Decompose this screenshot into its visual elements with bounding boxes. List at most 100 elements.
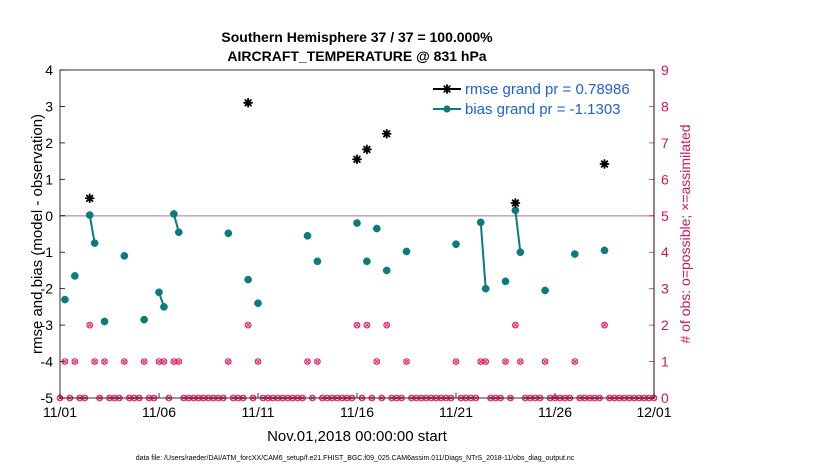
bias-point bbox=[481, 284, 490, 293]
y-left-tick-label: 3 bbox=[45, 98, 53, 114]
nobs-assimilated-marker bbox=[517, 358, 524, 365]
nobs-possible-marker bbox=[571, 358, 579, 365]
nobs-possible-marker bbox=[541, 358, 549, 365]
bias-point bbox=[402, 247, 411, 256]
nobs-assimilated-marker bbox=[403, 358, 410, 365]
bias-point bbox=[85, 211, 94, 219]
bias-point bbox=[313, 257, 322, 266]
nobs-assimilated-marker bbox=[141, 358, 147, 365]
bias-point bbox=[372, 224, 381, 233]
bias-point bbox=[100, 317, 109, 326]
nobs-possible-marker bbox=[502, 358, 509, 365]
rmse-point bbox=[352, 154, 362, 165]
bias-line-segment bbox=[479, 222, 487, 289]
nobs-possible-marker bbox=[120, 358, 128, 365]
nobs-assimilated-marker bbox=[478, 358, 484, 365]
footer-datafile: data file: /Users/raeder/DAI/ATM_forcXX/… bbox=[136, 455, 575, 462]
legend-marker-bias bbox=[443, 105, 451, 113]
nobs-assimilated-marker bbox=[384, 322, 390, 328]
y-left-tick-label: 2 bbox=[45, 135, 53, 151]
nobs-possible-marker bbox=[383, 321, 391, 329]
bias-point bbox=[174, 228, 183, 237]
nobs-assimilated-marker bbox=[483, 358, 489, 365]
bias-point bbox=[244, 275, 252, 284]
rmse-series bbox=[84, 97, 610, 208]
y-left-tick-label: -1 bbox=[41, 244, 54, 260]
nobs-possible-marker bbox=[101, 358, 108, 365]
nobs-assimilated-marker bbox=[87, 322, 93, 328]
nobs-assimilated-marker bbox=[156, 358, 162, 365]
rmse-point bbox=[84, 193, 95, 204]
x-tick-label: 11/16 bbox=[340, 404, 374, 420]
legend-marker-rmse bbox=[442, 84, 452, 94]
nobs-possible-marker bbox=[86, 321, 94, 329]
nobs-possible-marker bbox=[482, 358, 490, 365]
bias-series bbox=[61, 206, 609, 326]
nobs-possible-marker bbox=[516, 358, 524, 365]
bias-point bbox=[303, 231, 312, 240]
nobs-possible-marker bbox=[477, 358, 485, 365]
bias-point bbox=[71, 272, 79, 280]
rmse-point bbox=[381, 128, 392, 139]
nobs-possible-marker bbox=[224, 358, 232, 365]
nobs-assimilated-marker bbox=[101, 358, 108, 365]
x-tick-label: 11/11 bbox=[242, 404, 275, 420]
plot-area bbox=[60, 70, 654, 398]
bias-point bbox=[516, 248, 525, 257]
bias-point bbox=[224, 229, 233, 238]
tick-group: -5 -4 -3 -2 -1 0 1 2 3 4 0 1 2 3 4 5 6 7 8 9 11/01 11/06 11/11… bbox=[41, 62, 672, 420]
y-right-tick-label: 4 bbox=[661, 244, 669, 260]
bias-point bbox=[160, 303, 168, 311]
legend: rmse grand pr = 0.78986 bias grand pr = -… bbox=[433, 81, 630, 118]
y-right-tick-label: 1 bbox=[661, 354, 669, 370]
bias-point bbox=[363, 257, 371, 266]
nobs-possible-marker bbox=[91, 358, 98, 365]
bias-point bbox=[541, 286, 549, 295]
y-right-tick-label: 5 bbox=[661, 208, 669, 224]
bias-point bbox=[353, 219, 361, 227]
nobs-assimilated-marker bbox=[72, 358, 78, 365]
rmse-point bbox=[362, 144, 372, 155]
nobs-assimilated-marker bbox=[171, 358, 177, 365]
y-left-tick-label: 1 bbox=[45, 171, 53, 187]
nobs-possible-marker bbox=[601, 321, 608, 329]
nobs-possible-marker bbox=[363, 321, 371, 329]
nobs-assimilated-marker bbox=[374, 358, 380, 365]
nobs-assimilated-marker bbox=[121, 358, 128, 365]
nobs-assimilated-marker bbox=[91, 358, 98, 365]
x-tick-label: 11/01 bbox=[43, 404, 77, 420]
nobs-possible-marker bbox=[452, 358, 460, 365]
y-right-tick-label: 6 bbox=[661, 171, 669, 187]
nobs-possible-marker bbox=[254, 358, 262, 365]
nobs-possible-marker bbox=[244, 321, 252, 329]
bias-point bbox=[61, 295, 69, 304]
bias-line-segment bbox=[88, 214, 96, 244]
bias-point bbox=[501, 277, 510, 286]
nobs-assimilated-marker bbox=[176, 358, 182, 365]
y-right-tick-label: 3 bbox=[661, 281, 669, 297]
y-left-tick-label: -3 bbox=[41, 317, 54, 333]
nobs-assimilated-marker bbox=[502, 358, 509, 365]
y-axis-label-right: # of obs: o=possible; ×=assimilated bbox=[677, 124, 693, 343]
nobs-possible-marker bbox=[512, 321, 519, 329]
chart-title-line1: Southern Hemisphere 37 / 37 = 100.000% bbox=[221, 29, 493, 45]
bias-point bbox=[570, 250, 579, 258]
nobs-possible-marker bbox=[373, 358, 381, 365]
bias-point bbox=[600, 246, 609, 255]
bias-point bbox=[155, 288, 163, 297]
bias-point bbox=[90, 239, 99, 247]
nobs-possible-marker bbox=[353, 321, 361, 329]
bias-point bbox=[140, 315, 148, 324]
bias-point bbox=[170, 210, 178, 218]
x-tick-label: 11/21 bbox=[439, 404, 473, 420]
nobs-possible-marker bbox=[140, 358, 148, 365]
plot-frame bbox=[59, 69, 655, 399]
x-tick-label: 11/06 bbox=[142, 404, 176, 420]
y-left-tick-label: 0 bbox=[45, 208, 53, 224]
nobs-assimilated-marker bbox=[245, 322, 251, 328]
nobs-assimilated-marker bbox=[512, 322, 519, 328]
bias-line-segment bbox=[514, 210, 522, 253]
y-right-tick-label: 8 bbox=[661, 98, 669, 114]
nobs-possible-marker bbox=[61, 358, 69, 365]
